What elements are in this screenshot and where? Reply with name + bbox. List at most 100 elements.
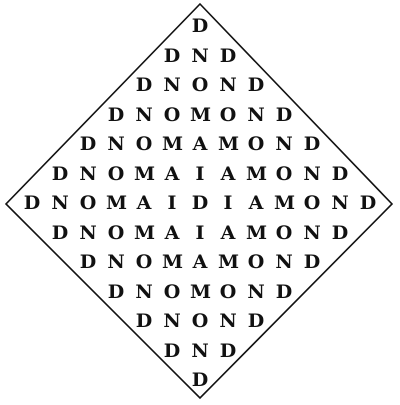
letter: A — [248, 192, 264, 214]
letter: D — [331, 221, 349, 244]
letter: O — [247, 251, 265, 273]
letter: O — [275, 221, 293, 244]
letter: I — [167, 192, 177, 214]
letter: I — [223, 192, 233, 214]
letter: A — [220, 221, 236, 244]
letter: D — [79, 133, 97, 155]
letter: D — [23, 192, 41, 214]
letter: N — [275, 133, 293, 155]
letter: O — [219, 280, 237, 303]
letter: M — [274, 192, 296, 214]
letter: D — [135, 310, 153, 332]
letter: O — [135, 133, 153, 155]
letter: O — [163, 280, 181, 303]
letter: D — [51, 221, 69, 244]
letter: O — [219, 103, 237, 126]
letter: N — [219, 74, 237, 96]
letter: D — [191, 192, 209, 214]
letter: M — [190, 280, 212, 303]
letter: D — [219, 339, 237, 362]
letter: D — [275, 103, 293, 126]
letter: O — [275, 162, 293, 185]
letter: D — [303, 133, 321, 155]
letter: N — [191, 44, 209, 67]
letter: D — [359, 192, 377, 214]
letter: D — [303, 251, 321, 273]
letter: I — [195, 221, 205, 244]
letter: N — [135, 280, 153, 303]
letter: D — [107, 103, 125, 126]
letter: O — [163, 103, 181, 126]
letter: D — [107, 280, 125, 303]
letter: N — [331, 192, 349, 214]
letter: N — [303, 221, 321, 244]
letter: N — [79, 221, 97, 244]
letter: N — [107, 251, 125, 273]
letter: M — [218, 133, 240, 155]
letter: N — [275, 251, 293, 273]
letter: D — [135, 74, 153, 96]
letter: N — [163, 74, 181, 96]
letter-row: D — [0, 368, 400, 392]
letter: D — [219, 44, 237, 67]
letter: N — [51, 192, 69, 214]
letter: N — [135, 103, 153, 126]
letter: N — [191, 339, 209, 362]
letter: N — [303, 162, 321, 185]
letter: O — [247, 133, 265, 155]
letter: N — [219, 310, 237, 332]
letter: M — [162, 251, 184, 273]
letter: M — [162, 133, 184, 155]
letter-row: D — [0, 14, 400, 38]
letter: N — [107, 133, 125, 155]
letter: O — [191, 310, 209, 332]
letter: O — [191, 74, 209, 96]
letter: D — [163, 339, 181, 362]
letter: D — [247, 310, 265, 332]
letter: A — [136, 192, 152, 214]
letter: M — [190, 103, 212, 126]
letter: M — [134, 221, 156, 244]
letter: O — [135, 251, 153, 273]
letter: M — [106, 192, 128, 214]
letter: A — [192, 251, 208, 273]
letter: D — [51, 162, 69, 185]
letter: M — [134, 162, 156, 185]
letter: A — [164, 221, 180, 244]
letter: A — [164, 162, 180, 185]
letter: D — [191, 15, 209, 37]
letter: D — [191, 369, 209, 391]
letter: I — [195, 162, 205, 185]
letter: N — [247, 103, 265, 126]
letter: D — [79, 251, 97, 273]
letter: N — [163, 310, 181, 332]
letter: N — [79, 162, 97, 185]
letter: O — [107, 221, 125, 244]
letter: D — [275, 280, 293, 303]
letter: N — [247, 280, 265, 303]
letter: M — [246, 221, 268, 244]
letter: O — [107, 162, 125, 185]
letter: M — [218, 251, 240, 273]
letter: A — [192, 133, 208, 155]
letter: O — [303, 192, 321, 214]
letter: D — [247, 74, 265, 96]
letter: O — [79, 192, 97, 214]
letter: D — [331, 162, 349, 185]
letter: D — [163, 44, 181, 67]
letter: M — [246, 162, 268, 185]
letter: A — [220, 162, 236, 185]
